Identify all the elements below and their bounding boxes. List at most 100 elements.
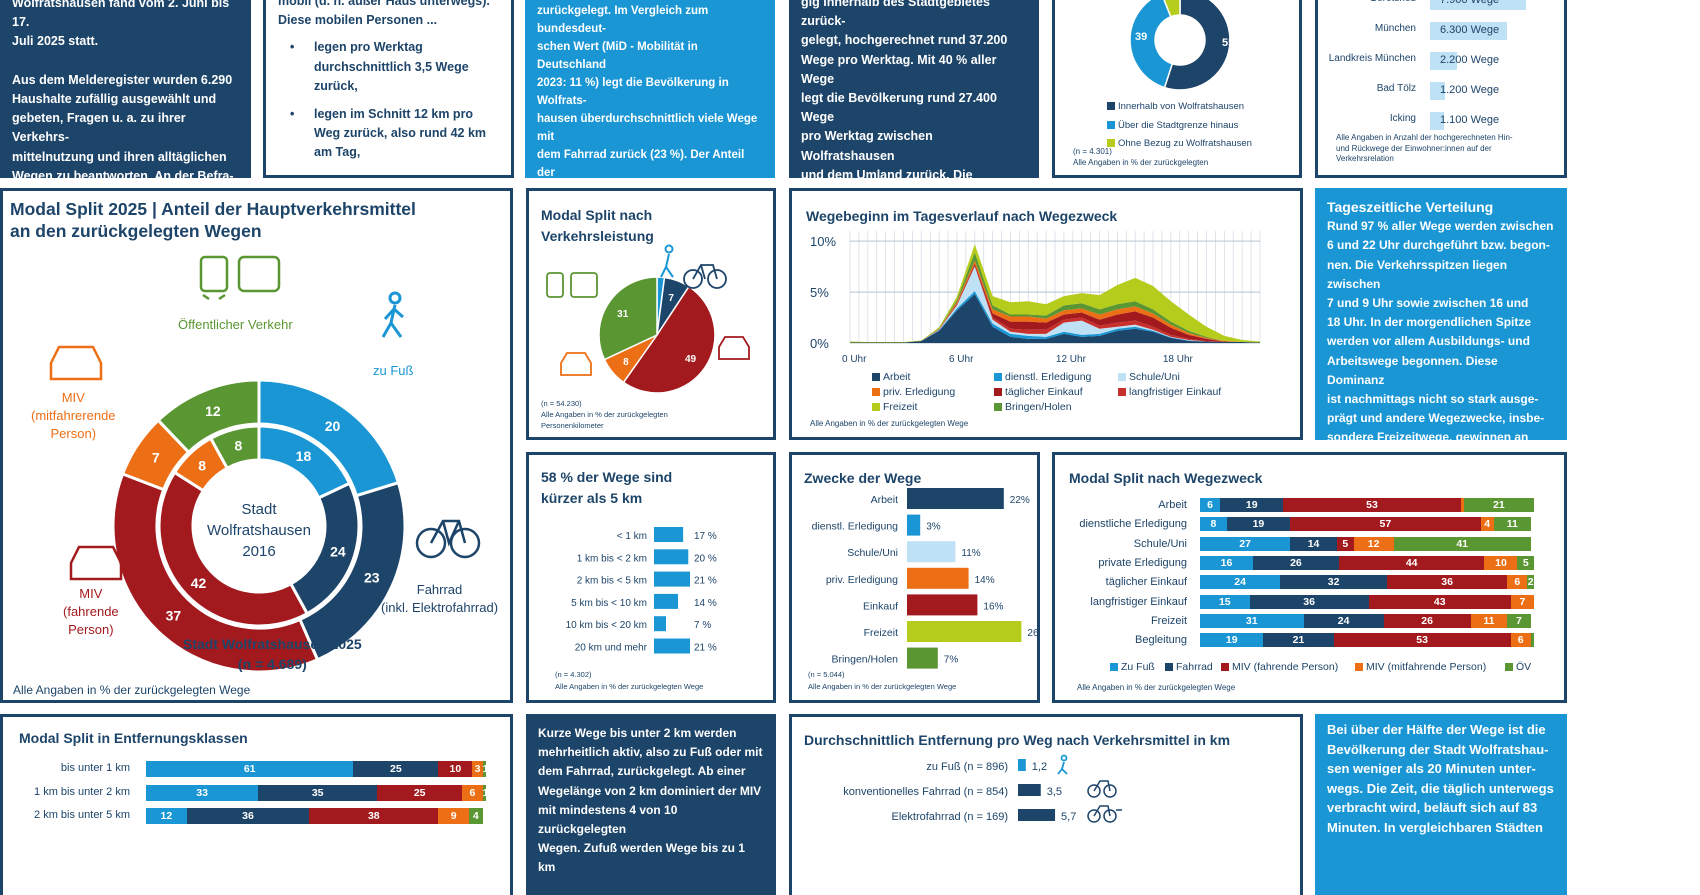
modal-split-center-text: Stadt — [241, 501, 277, 518]
split-zweck-segment: 2 — [1527, 575, 1534, 590]
entfernung-segment: 3 — [472, 761, 483, 777]
modal-split-slice — [111, 471, 320, 674]
split-zweck-segment: 19 — [1200, 633, 1264, 648]
text-line: ist nachmittags nicht so stark ausge- — [1327, 392, 1539, 407]
split-zweck-segment — [1460, 498, 1464, 512]
text-line: mittelnutzung und ihren alltäglichen — [12, 149, 227, 164]
split-zweck-segment: 21 — [1263, 633, 1334, 648]
text-line: Aus dem Melderegister wurden 6.290 — [12, 72, 233, 87]
split-zweck-segment: 19 — [1226, 517, 1291, 532]
split-zweck-segment: 43 — [1368, 594, 1511, 609]
distanzklassen-bar-chart: < 1 km 17 % 1 km bis < 2 km 20 % 2 km bis < … — [566, 527, 717, 654]
tagesverlauf-legend-item: langfristiger Einkauf — [1118, 386, 1221, 398]
split-zweck-bar: 15 36 43 7 — [1200, 594, 1534, 609]
relation-note: Alle Angaben in % der zurückgelegten — [1073, 158, 1209, 167]
entfernung-bar: 33352561 — [146, 784, 486, 801]
text-line: dem Fahrrad zurück (23 %). Der Anteil de… — [537, 149, 745, 178]
split-zweck-segment: 8 — [1200, 517, 1227, 532]
panel-avg-entfernung: Durchschnittlich Entfernung pro Weg nach… — [789, 714, 1303, 895]
modal-split-value: 12 — [205, 403, 221, 419]
kurze-wege-text: Kurze Wege bis unter 2 km werden mehrheit… — [526, 724, 776, 878]
zweck-label: dienstl. Erledigung — [812, 521, 899, 533]
split-zweck-bar: 8 19 57 4 11 — [1200, 517, 1534, 532]
text-line: Wolfratshausen fand vom 2. Juni bis 17. — [12, 0, 230, 30]
distanzklasse-value: 7 % — [694, 620, 711, 631]
verkehrsleistung-n: (n = 54.230) — [541, 399, 582, 408]
verkehrsleistung-value: 8 — [623, 357, 629, 368]
destination-name: Geretsried — [1369, 0, 1416, 4]
panel-kurze-wege-text: Kurze Wege bis unter 2 km werden mehrheit… — [526, 714, 776, 895]
avg-entfernung-bar — [1018, 809, 1056, 821]
relation-label: 39 — [1135, 31, 1147, 43]
split-zweck-segment: 24 — [1200, 575, 1281, 590]
split-zweck-segment: 53 — [1283, 498, 1461, 512]
distanzklasse-label: < 1 km — [617, 531, 647, 542]
text-line: Personenkilometer — [541, 420, 604, 430]
distanzklassen-note: Alle Angaben in % der zurückgelegten Weg… — [555, 682, 704, 691]
zweck-label: priv. Erledigung — [826, 574, 898, 586]
destination-name: München — [1374, 23, 1416, 34]
pedestrian-icon — [1057, 754, 1068, 775]
distanzklassen-title: 58 % der Wege sind kürzer als 5 km — [541, 467, 672, 509]
text-line: 2023: 11 %) legt die Bevölkerung in Wolf… — [537, 77, 729, 107]
split-zweck-segment: 5 — [1517, 555, 1535, 570]
split-zweck-segment: 26 — [1383, 613, 1471, 628]
text-line: prägt und andere Wegezwecke, insbe- — [1327, 411, 1545, 426]
car-icon — [69, 545, 123, 581]
split-zweck-segment: 19 — [1220, 498, 1284, 512]
split-zweck-segment: 7 — [1507, 613, 1531, 628]
split-zweck-segment: 53 — [1333, 633, 1511, 648]
split-zweck-segment: 27 — [1200, 536, 1291, 551]
zwecke-n: (n = 5.044) — [808, 670, 845, 679]
zweck-label: Bringen/Holen — [831, 654, 898, 666]
text-line: Modal Split 2025 | Anteil der Hauptverke… — [10, 199, 416, 219]
tagesverlauf-legend-item: Schule/Uni — [1118, 371, 1180, 383]
text-line: Bevölkerung der Stadt Wolfratshau- — [1327, 741, 1549, 757]
zweck-bar — [907, 621, 1022, 642]
split-zweck-segment — [1530, 633, 1534, 648]
survey-intro-text: Wolfratshausen fand vom 2. Juni bis 17. J… — [0, 0, 251, 178]
split-zweck-category: Schule/Uni — [1133, 537, 1187, 550]
split-zweck-title: Modal Split nach Wegezweck — [1069, 470, 1263, 486]
entfernung-segment: 1 — [482, 784, 486, 801]
verkehrsleistung-pie-chart: 7 49 8 31 — [546, 244, 750, 394]
modal-split-slice — [208, 424, 261, 471]
destination-bar — [1430, 22, 1507, 40]
split-zweck-segment: 36 — [1387, 575, 1508, 590]
split-zweck-category: Begleitung — [1135, 634, 1187, 647]
y-tick-label: 5% — [810, 285, 829, 300]
panel-modal-split: Modal Split 2025 | Anteil der Hauptverke… — [0, 188, 513, 703]
panel-tageszeit-text: Tageszeitliche Verteilung Rund 97 % alle… — [1315, 188, 1567, 440]
modal-split-value: 8 — [234, 438, 242, 454]
text-line: nen. Die Verkehrsspitzen liegen zwischen — [1327, 257, 1508, 291]
text-line: Bei über der Hälfte der Wege ist die — [1327, 722, 1546, 737]
destination-bar — [1430, 82, 1445, 100]
modal-split-title: Modal Split 2025 | Anteil der Hauptverke… — [10, 198, 416, 242]
panel-zwecke: Zwecke der Wege Arbeit 22% dienstl. Erledi… — [789, 452, 1040, 703]
entfernung-segment: 4 — [468, 808, 483, 824]
modal-split-value: 23 — [364, 570, 380, 586]
text-line: Alle Angaben in % der zurückgelegten — [541, 410, 668, 419]
panel-split-zweck: Modal Split nach Wegezweck Arbeit 6 19 53 21… — [1052, 452, 1567, 703]
split-zweck-segment: 57 — [1290, 517, 1481, 532]
destination-bar — [1430, 112, 1444, 130]
relation-legend-item: Über die Stadtgrenze hinaus — [1107, 117, 1252, 136]
zweck-value: 22% — [1010, 495, 1030, 506]
zweck-value: 11% — [961, 548, 980, 559]
zweck-bar — [907, 541, 956, 563]
split-zweck-legend-item: ÖV — [1505, 661, 1531, 673]
zweck-bar — [907, 594, 978, 616]
destination-bar — [1430, 52, 1457, 70]
relation-legend-item: Innerhalb von Wolfratshausen — [1107, 98, 1252, 117]
split-zweck-legend-item: MIV (mitfahrende Person) — [1355, 661, 1486, 673]
text-line: Juli 2025 statt. — [12, 34, 99, 49]
entfernung-category: bis unter 1 km — [60, 762, 130, 774]
distanzklasse-value: 21 % — [694, 576, 717, 587]
split-zweck-category: Arbeit — [1158, 499, 1187, 511]
label-fahrrad: Fahrrad (inkl. Elektrofahrrad) — [381, 581, 498, 617]
relation-n: (n = 4.301) — [1073, 147, 1112, 156]
split-zweck-segment: 31 — [1200, 613, 1304, 628]
text-line: Person) — [50, 426, 97, 441]
car-icon — [718, 336, 750, 360]
